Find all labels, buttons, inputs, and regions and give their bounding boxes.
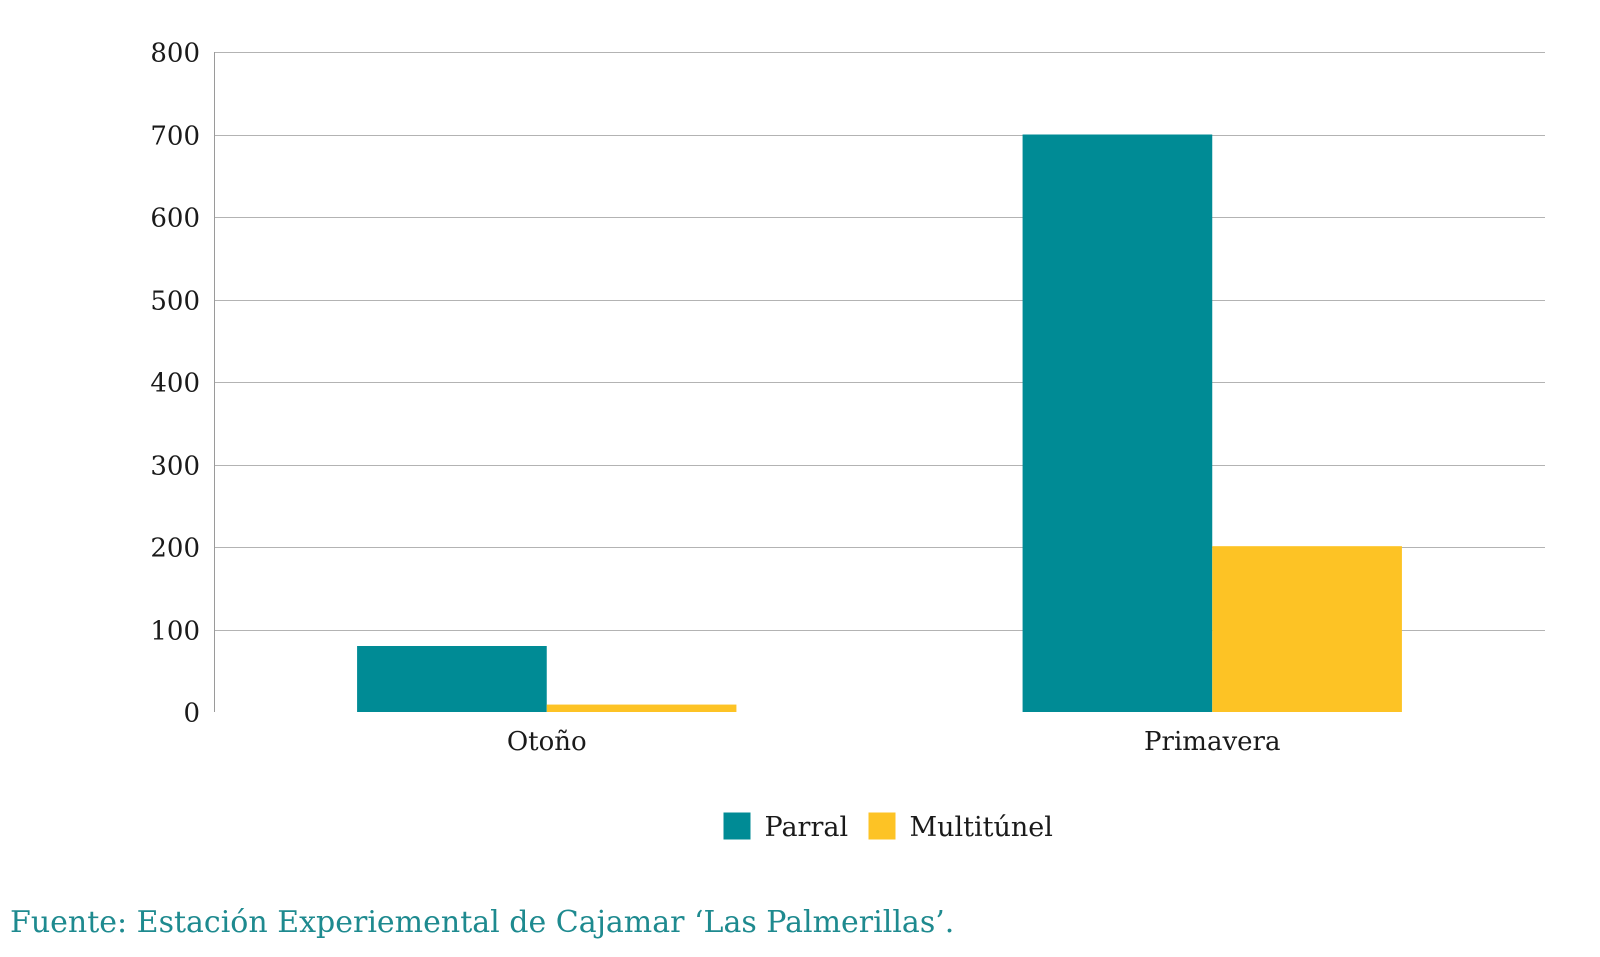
y-tick-label: 200 — [150, 534, 200, 564]
bar-multit-nel-0 — [546, 704, 737, 712]
y-tick-label: 600 — [150, 204, 200, 234]
legend: Parral Multitúnel — [723, 812, 1053, 843]
bar-parral-0 — [357, 646, 547, 712]
x-axis-labels: Otoño Primavera — [507, 727, 1281, 757]
y-tick-label: 700 — [150, 122, 200, 152]
y-tick-label: 400 — [150, 369, 200, 399]
y-axis: 0 100 200 300 400 500 600 700 800 — [150, 39, 215, 729]
source-note: Fuente: Estación Experiemental de Cajama… — [10, 905, 955, 940]
grid-lines — [214, 52, 1545, 631]
bar-chart: 0 100 200 300 400 500 600 700 800 Otoño Primavera… — [150, 39, 1545, 843]
legend-swatch — [868, 812, 896, 840]
bar-parral-1 — [1022, 134, 1213, 712]
bar-multit-nel-1 — [1212, 546, 1402, 712]
x-category-label: Primavera — [1144, 727, 1280, 757]
legend-label: Parral — [765, 812, 849, 843]
y-tick-label: 300 — [150, 452, 200, 482]
legend-swatch — [723, 812, 751, 840]
y-tick-label: 800 — [150, 39, 200, 69]
y-tick-label: 0 — [183, 699, 200, 729]
legend-label: Multitúnel — [910, 812, 1053, 843]
y-tick-label: 100 — [150, 617, 200, 647]
x-category-label: Otoño — [507, 727, 587, 757]
bars — [357, 134, 1402, 712]
y-tick-label: 500 — [150, 287, 200, 317]
